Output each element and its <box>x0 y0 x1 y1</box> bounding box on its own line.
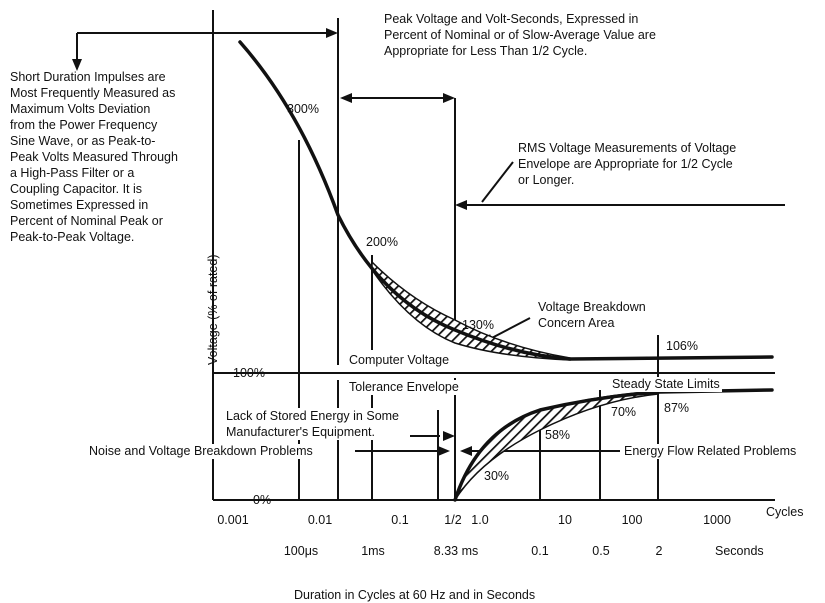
x-axis-title: Duration in Cycles at 60 Hz and in Secon… <box>294 588 536 602</box>
cycle-tick-label: 10 <box>558 513 572 527</box>
arrow-head-icon <box>443 93 455 103</box>
arrow-head-icon <box>460 446 472 456</box>
seconds-tick-label: 0.5 <box>592 544 610 558</box>
seconds-axis-label: Seconds <box>715 544 764 558</box>
y-tick-0: 0% <box>253 493 272 507</box>
cycles-axis-label: Cycles <box>766 505 804 519</box>
point-label: 130% <box>462 318 494 332</box>
seconds-tick-label: 2 <box>655 544 663 558</box>
lower-tolerance-curve <box>453 388 774 502</box>
arrow-head-icon <box>72 59 82 71</box>
cycle-tick-label: 0.001 <box>217 513 249 527</box>
breakdown-pointer <box>487 317 531 341</box>
point-label: 58% <box>545 428 571 442</box>
short-duration-note: Short Duration Impulses are Most Frequen… <box>10 70 178 244</box>
arrow-head-icon <box>443 431 455 441</box>
point-label: 30% <box>484 469 510 483</box>
arrow-head-icon <box>455 200 467 210</box>
rms-note: RMS Voltage Measurements of Voltage Enve… <box>518 141 737 187</box>
cycle-tick-label: 100 <box>621 513 643 527</box>
steady-state-label: Steady State Limits <box>610 377 722 392</box>
arrow-head-icon <box>438 446 450 456</box>
cycle-tick-label: 0.1 <box>391 513 409 527</box>
seconds-tick-label: 100μs <box>283 544 319 558</box>
rms-diagonal-pointer <box>481 161 514 203</box>
cycle-tick-label: 1000 <box>703 513 731 527</box>
upper-tolerance-curve <box>238 40 774 361</box>
y-tick-100: 100% <box>233 366 265 380</box>
tolerance-envelope-label: Tolerance Envelope <box>347 380 461 395</box>
noise-label: Noise and Voltage Breakdown Problems <box>87 444 315 459</box>
point-label: 70% <box>611 405 637 419</box>
point-label: 200% <box>366 235 398 249</box>
point-label: 106% <box>666 339 698 353</box>
breakdown-concern-label: Voltage Breakdown Concern Area <box>538 300 646 330</box>
cycle-tick-label: 1/2 <box>444 513 462 527</box>
arrow-head-icon <box>326 28 338 38</box>
energy-flow-label: Energy Flow Related Problems <box>622 444 799 459</box>
seconds-tick-label: 1ms <box>361 544 385 558</box>
seconds-tick-label: 8.33 ms <box>433 544 479 558</box>
cycle-tick-label: 0.01 <box>307 513 333 527</box>
stored-energy-label: Lack of Stored Energy in Some Manufactur… <box>224 408 402 440</box>
arrow-head-icon <box>340 93 352 103</box>
y-axis-label: Voltage (% of rated) <box>206 254 220 365</box>
cycle-tick-label: 1.0 <box>471 513 489 527</box>
point-label: 300% <box>287 102 319 116</box>
point-label: 87% <box>664 401 690 415</box>
computer-voltage-label: Computer Voltage <box>347 353 452 368</box>
peak-voltage-note: Peak Voltage and Volt-Seconds, Expressed… <box>384 12 656 58</box>
seconds-tick-label: 0.1 <box>531 544 549 558</box>
